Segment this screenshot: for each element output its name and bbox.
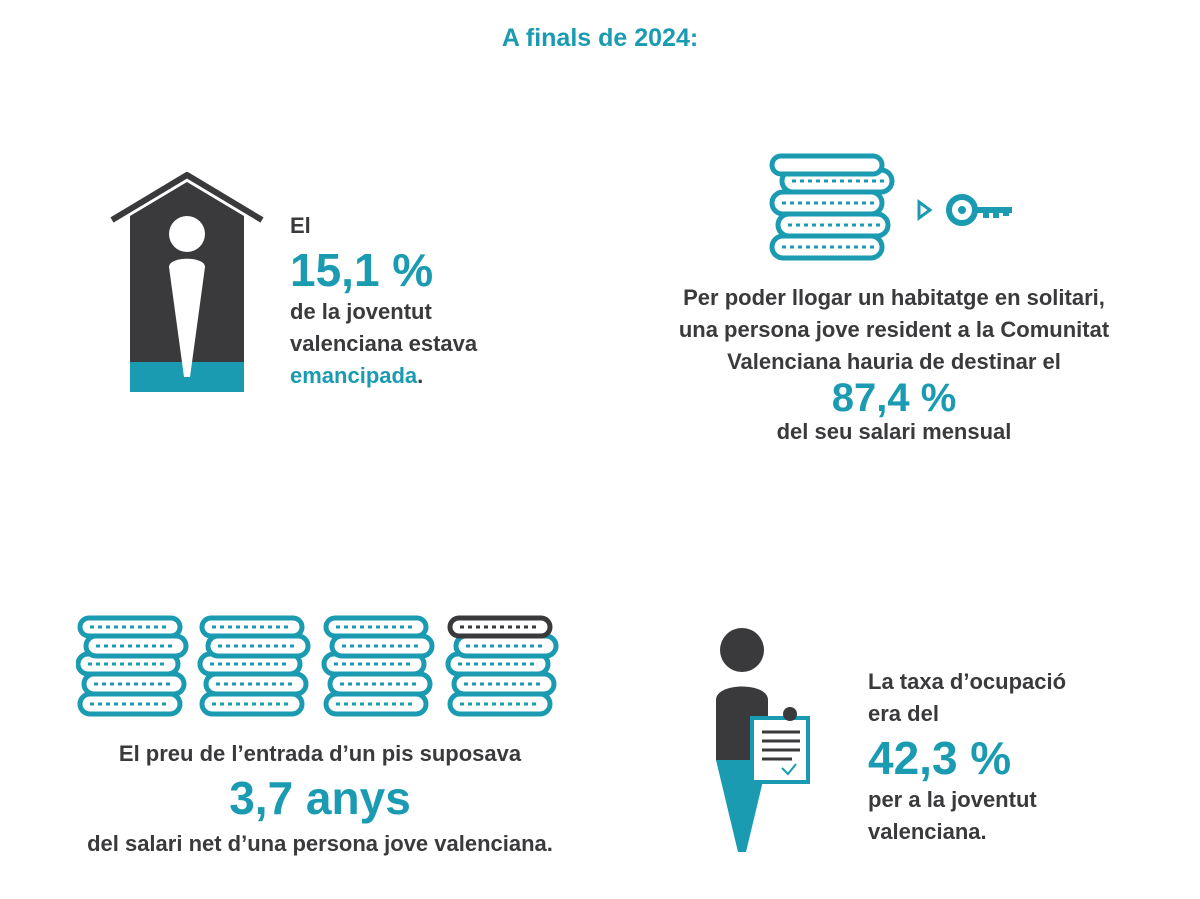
emancipation-prefix: El: [290, 213, 311, 238]
coin-stacks-row: [76, 614, 566, 720]
person-clipboard-icon: [712, 628, 812, 858]
employment-line3: per a la joventut: [868, 787, 1037, 812]
employment-line2: era del: [868, 701, 939, 726]
coin-stack-icon: [200, 615, 308, 714]
rent-line2: una persona jove resident a la Comunitat: [678, 317, 1110, 342]
rent-line1: Per poder llogar un habitatge en solitar…: [683, 285, 1105, 310]
rent-line3: Valenciana hauria de destinar el: [727, 349, 1061, 374]
emancipation-line3: emancipada.: [290, 360, 423, 392]
coin-stack-icon: [768, 152, 896, 264]
page-title: A finals de 2024:: [501, 24, 699, 52]
coin-stack-icon: [324, 615, 432, 714]
emancipation-line2: valenciana estava: [290, 331, 478, 356]
purchase-line2: del salari net d’una persona jove valenc…: [87, 831, 553, 856]
coin-stack-icon: [78, 615, 186, 714]
emancipation-highlight: emancipada: [290, 363, 418, 388]
emancipation-line1: de la joventut: [290, 299, 432, 324]
employment-value: 42,3 %: [868, 732, 1012, 784]
purchase-line1: El preu de l’entrada d’un pis suposava: [118, 741, 522, 766]
rent-line4: del seu salari mensual: [776, 419, 1012, 444]
employment-line4: valenciana.: [868, 819, 987, 844]
purchase-value: 3,7 anys: [229, 772, 411, 824]
employment-line1: La taxa d’ocupació: [868, 669, 1067, 694]
key-icon: [916, 192, 1016, 228]
emancipation-suffix: .: [417, 363, 424, 388]
rent-value: 87,4 %: [831, 376, 957, 420]
emancipation-value: 15,1 %: [290, 244, 434, 296]
coin-stack-partial-icon: [448, 615, 556, 714]
house-person-icon: [110, 172, 264, 394]
